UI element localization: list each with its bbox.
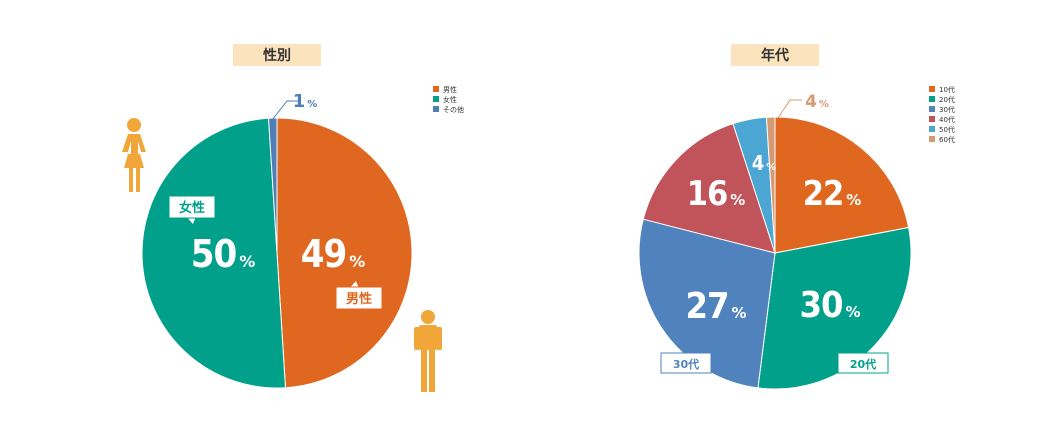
gender-value-female: 50%: [191, 232, 256, 276]
age-20s-callout-label: 20代: [850, 357, 876, 371]
age-slice-1: [757, 226, 912, 390]
age-value-50s: 4%: [752, 151, 777, 175]
female-person-icon: [122, 118, 146, 192]
gender-title-bg: [233, 44, 321, 66]
age-slice-0: [774, 116, 910, 254]
gender-title: 性別: [263, 47, 291, 64]
legend-swatch-20s: [929, 96, 935, 102]
age-30s-callout-box: [660, 352, 712, 374]
age-60s-leader-line: [777, 99, 802, 119]
legend-label-other: その他: [443, 105, 464, 114]
age-20s-callout: 20代: [837, 352, 889, 374]
legend-label-30s: 30代: [939, 105, 955, 114]
legend-label-20s: 20代: [939, 95, 955, 104]
gender-value-labels: 49 % 50 % 1%: [191, 91, 366, 276]
legend-label-40s: 40代: [939, 115, 955, 124]
age-value-60s: 4%: [805, 92, 829, 112]
age-title-bg: [731, 44, 819, 66]
age-pie: [638, 116, 912, 390]
age-30s-callout: 30代: [660, 352, 712, 374]
legend-swatch-60s: [929, 136, 935, 142]
female-callout-label: 女性: [179, 200, 205, 216]
legend-swatch-10s: [929, 86, 935, 92]
age-value-30s: 27%: [685, 286, 746, 327]
gender-slice-0: [276, 117, 413, 389]
legend-label-60s: 60代: [939, 135, 955, 144]
male-person-icon: [414, 310, 442, 392]
legend-label-female: 女性: [443, 95, 457, 104]
age-slice-2: [638, 218, 776, 389]
age-slice-5: [765, 116, 776, 254]
male-callout: 男性: [335, 279, 383, 310]
legend-swatch-female: [433, 96, 439, 102]
male-callout-label: 男性: [346, 291, 372, 307]
legend-swatch-40s: [929, 116, 935, 122]
age-title-group: 年代: [731, 44, 819, 66]
legend-label-50s: 50代: [939, 125, 955, 134]
age-value-labels: 22 %30 %27 %16 %4 %4%: [685, 92, 861, 327]
gender-other-leader-line: [271, 100, 298, 121]
legend-label-male: 男性: [443, 85, 457, 94]
age-20s-callout-box: [837, 352, 889, 374]
female-callout-pointer: [185, 217, 197, 226]
legend-swatch-30s: [929, 106, 935, 112]
gender-slice-1: [141, 117, 287, 389]
legend-label-10s: 10代: [939, 85, 955, 94]
age-slice-3: [642, 123, 776, 254]
gender-title-group: 性別: [233, 44, 321, 66]
age-30s-callout-label: 30代: [673, 357, 699, 371]
age-value-40s: 16%: [687, 174, 746, 214]
gender-legend: 男性 女性 その他: [433, 85, 464, 114]
legend-swatch-other: [433, 106, 439, 112]
gender-value-male: 49%: [301, 232, 366, 276]
legend-swatch-50s: [929, 126, 935, 132]
age-legend: 10代 20代 30代 40代 50代 60代: [929, 85, 955, 144]
age-value-10s: 22%: [803, 174, 862, 214]
gender-pie: [141, 117, 413, 389]
legend-swatch-male: [433, 86, 439, 92]
gender-slice-2: [267, 117, 278, 254]
gender-value-other: 1%: [293, 91, 318, 112]
age-title: 年代: [761, 47, 789, 64]
female-callout: 女性: [168, 195, 216, 226]
age-value-20s: 30%: [799, 285, 860, 326]
male-callout-pointer: [348, 279, 360, 288]
